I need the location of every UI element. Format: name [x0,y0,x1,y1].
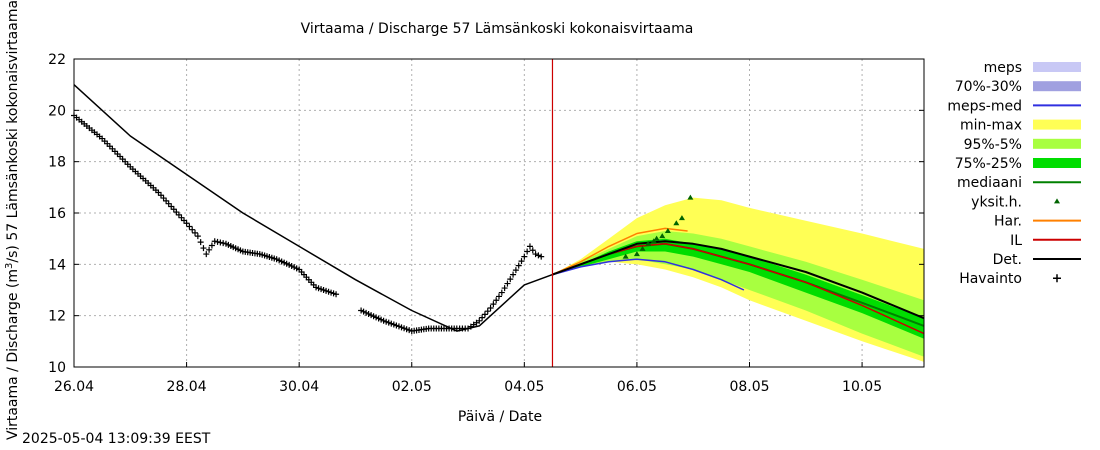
legend-label: mediaani [957,175,1022,191]
yksit-point [664,227,671,233]
chart-title: Virtaama / Discharge 57 Lämsänkoski koko… [301,21,694,37]
y-tick-label: 12 [48,309,66,325]
y-tick-label: 16 [48,206,66,222]
havainto-point [524,248,531,255]
legend: meps 70%-30% meps-med min-max 95%-5% 75%-25% m… [947,60,1081,287]
legend-label: min-max [960,118,1022,134]
legend-swatch [1033,62,1081,72]
x-tick-label: 10.05 [842,379,882,395]
y-tick-label: 20 [48,103,66,119]
legend-label: Havainto [959,271,1022,287]
y-tick-label: 22 [48,52,66,68]
band-75-25 [552,238,924,339]
havainto-point [512,267,519,274]
havainto-point [490,301,497,308]
legend-label: Det. [993,252,1022,268]
timestamp: 2025-05-04 13:09:39 EEST [22,431,211,447]
havainto-point [192,229,199,236]
x-tick-label: 26.04 [54,379,94,395]
havainto-point [501,285,508,292]
y-tick-label: 14 [48,257,66,273]
legend-swatch [1033,158,1081,168]
det-forecast-line [552,240,925,320]
havainto-point [532,251,539,258]
yksit-point [650,238,657,244]
legend-label: yksit.h. [971,194,1022,210]
havainto-point [217,239,224,246]
x-tick-label: 28.04 [167,379,207,395]
havainto-point [504,280,511,287]
legend-swatch [1033,81,1081,92]
havainto-point [493,297,500,304]
legend-label: 75%-25% [955,156,1022,172]
havainto-point [526,243,533,250]
plot-area [71,58,925,368]
det-history-line [73,84,553,332]
havainto-point [189,226,196,233]
legend-label: meps-med [947,98,1022,114]
havainto-point [481,311,488,318]
x-tick-label: 04.05 [504,379,544,395]
havainto-point [515,262,522,269]
havainto-point [518,258,525,265]
meps-med-line [552,258,745,291]
havainto-point [220,240,227,247]
x-tick-label: 06.05 [617,379,657,395]
x-axis-label: Päivä / Date [458,409,542,425]
x-tick-label: 30.04 [279,379,319,395]
legend-label: Har. [994,214,1022,230]
havainto-point [203,251,210,258]
havainto-point [521,253,528,260]
legend-label: 95%-5% [964,137,1022,153]
havainto-point [510,271,517,278]
havainto-point [496,293,502,300]
legend-label: meps [984,60,1022,76]
legend-swatch [1033,138,1081,149]
legend-swatch [1054,198,1060,204]
har-line [552,227,688,276]
y-tick-label: 10 [48,360,66,376]
havainto-point [211,238,218,245]
axes: 10 12 14 16 18 20 22 26.04 28.04 30.04 02.05 04.05 0… [48,52,925,395]
yksit-point [673,220,680,226]
yksit-point [659,233,666,239]
yksit-point [622,253,629,259]
yksit-point [653,235,660,241]
havainto-point [194,233,201,240]
yksit-point [678,215,685,221]
havainto-point [484,308,491,315]
havainto-point [214,238,221,245]
havainto-point [487,304,494,311]
legend-label: 70%-30% [955,79,1022,95]
havainto-point [529,247,536,254]
havainto-point [197,239,204,246]
y-tick-label: 18 [48,155,66,171]
havainto-point [476,317,483,324]
havainto-point [507,276,514,283]
x-tick-label: 02.05 [392,379,432,395]
yksit-point [645,240,652,246]
havainto-point [498,289,505,296]
havainto-point [479,314,486,321]
legend-label: IL [1010,233,1022,249]
havainto-point [186,223,193,230]
yksit-point [687,194,694,200]
yksit-point [633,251,640,257]
havainto-point [333,291,340,298]
legend-swatch [1033,119,1081,130]
yksit-point [639,245,646,251]
havainto-point [538,253,545,260]
havainto-point [206,246,213,253]
havainto-point [200,245,207,252]
havainto-point [535,252,542,259]
legend-swatch [1053,274,1061,283]
havainto-point [208,242,215,249]
havainto-point [183,220,190,227]
x-tick-label: 08.05 [729,379,769,395]
y-axis-label: Virtaama / Discharge (m3/s) 57 Lämsänkos… [4,0,21,440]
